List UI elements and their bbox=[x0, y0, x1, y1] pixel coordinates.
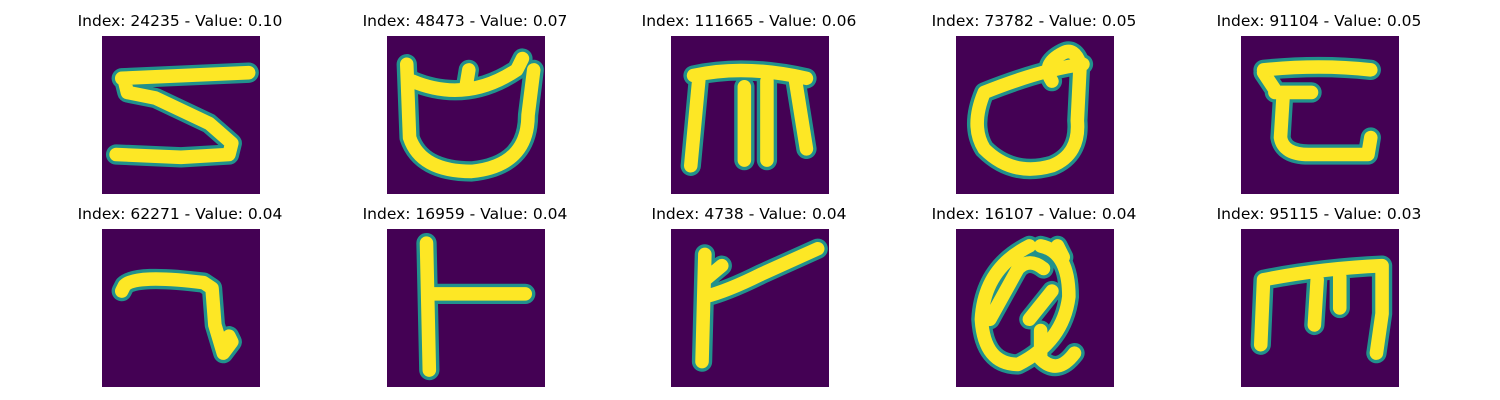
glyph-thumbnail bbox=[671, 229, 829, 387]
glyph-thumbnail bbox=[956, 36, 1114, 194]
panel-title: Index: 73782 - Value: 0.05 bbox=[931, 12, 1137, 30]
glyph-7-image bbox=[102, 229, 260, 387]
glyph-cup-image bbox=[387, 36, 545, 194]
glyph-q-image bbox=[956, 229, 1114, 387]
panel-title: Index: 95115 - Value: 0.03 bbox=[1216, 205, 1422, 223]
glyph-thumbnail bbox=[102, 229, 260, 387]
panel-title: Index: 4738 - Value: 0.04 bbox=[651, 205, 847, 223]
glyph-m-comb-image bbox=[671, 36, 829, 194]
glyph-e-open-image bbox=[1241, 36, 1399, 194]
panel-title: Index: 16107 - Value: 0.04 bbox=[931, 205, 1137, 223]
panel-title: Index: 111665 - Value: 0.06 bbox=[641, 12, 857, 30]
panel-title: Index: 91104 - Value: 0.05 bbox=[1216, 12, 1422, 30]
glyph-thumbnail bbox=[1241, 229, 1399, 387]
glyph-d-image bbox=[956, 36, 1114, 194]
glyph-t-side-image bbox=[387, 229, 545, 387]
panel-title: Index: 62271 - Value: 0.04 bbox=[77, 205, 283, 223]
glyph-m-image bbox=[1241, 229, 1399, 387]
glyph-thumbnail bbox=[387, 229, 545, 387]
panel-title: Index: 24235 - Value: 0.10 bbox=[77, 12, 283, 30]
glyph-thumbnail bbox=[1241, 36, 1399, 194]
glyph-thumbnail bbox=[387, 36, 545, 194]
panel-title: Index: 16959 - Value: 0.04 bbox=[362, 205, 568, 223]
panel-title: Index: 48473 - Value: 0.07 bbox=[362, 12, 568, 30]
glyph-r-image bbox=[671, 229, 829, 387]
glyph-thumbnail bbox=[956, 229, 1114, 387]
glyph-thumbnail bbox=[102, 36, 260, 194]
glyph-thumbnail bbox=[671, 36, 829, 194]
glyph-5-image bbox=[102, 36, 260, 194]
